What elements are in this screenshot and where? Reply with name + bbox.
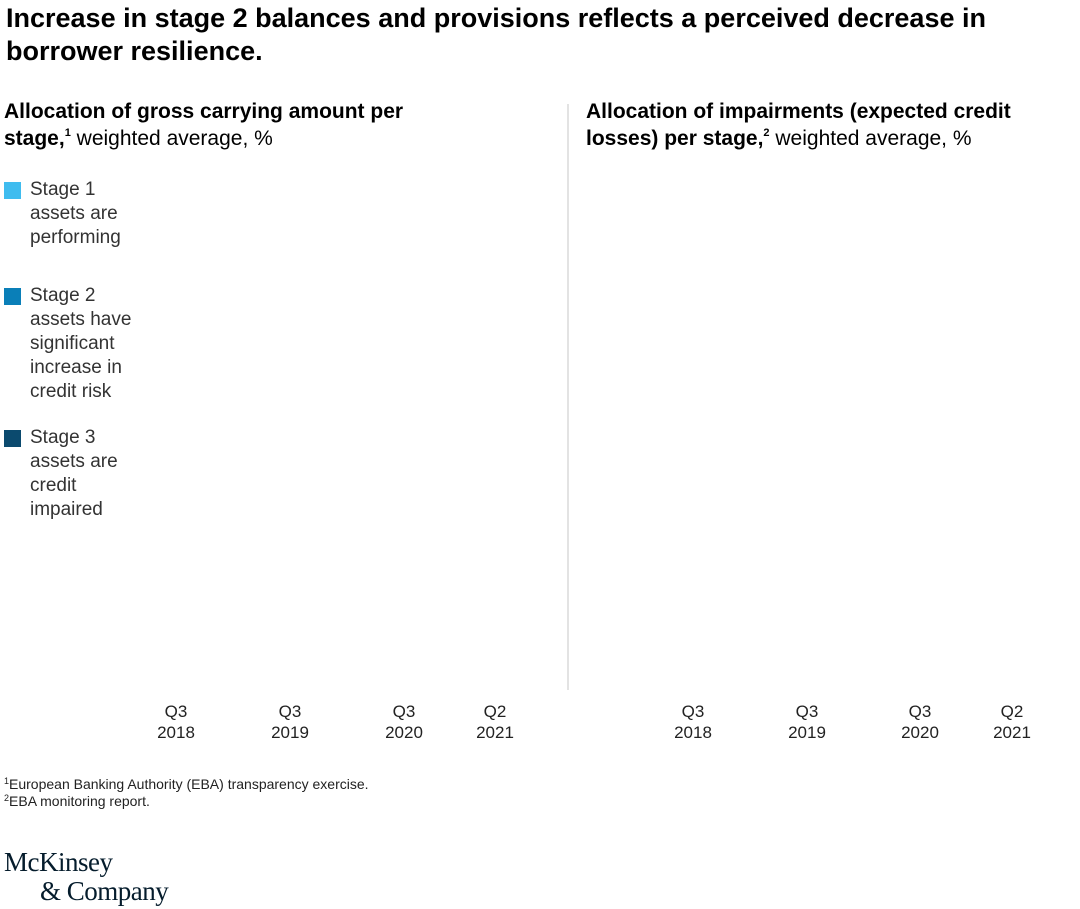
right-panel-title: Allocation of impairments (expected cred…	[586, 100, 1011, 150]
right-x-tick-quarter: Q3	[681, 702, 705, 721]
footnote-1-text: European Banking Authority (EBA) transpa…	[9, 776, 369, 792]
right-x-tick-quarter: Q3	[908, 702, 932, 721]
left-panel-unit: weighted average, %	[76, 127, 273, 150]
logo-line-2: & Company	[40, 876, 169, 906]
legend-description-stage-3: assets are credit impaired	[30, 451, 118, 520]
left-x-tick-year: 2019	[271, 723, 309, 742]
legend-item-stage-3: Stage 3 assets are credit impaired	[4, 426, 149, 522]
legend-label-stage-3: Stage 3	[30, 427, 96, 448]
right-x-tick-year: 2018	[674, 723, 712, 742]
left-x-tick-quarter: Q3	[164, 702, 188, 721]
left-panel-footnote-marker: 1	[64, 127, 71, 139]
legend-swatch-stage-1	[4, 182, 21, 199]
legend-swatch-stage-2	[4, 288, 21, 305]
left-x-tick-label: Q3 2019	[255, 701, 325, 743]
right-x-tick-quarter: Q3	[795, 702, 819, 721]
legend-swatch-stage-3	[4, 430, 21, 447]
right-x-tick-label: Q2 2021	[977, 701, 1047, 743]
panel-divider	[567, 104, 569, 690]
left-panel-heading: Allocation of gross carrying amount per …	[4, 98, 424, 152]
right-x-tick-year: 2019	[788, 723, 826, 742]
legend-label-stage-2: Stage 2	[30, 285, 96, 306]
footnote-1: 1European Banking Authority (EBA) transp…	[4, 776, 369, 793]
right-panel-heading: Allocation of impairments (expected cred…	[586, 98, 1056, 152]
right-x-tick-label: Q3 2019	[772, 701, 842, 743]
legend-description-stage-2: assets have significant increase in cred…	[30, 309, 132, 402]
chart-title: Increase in stage 2 balances and provisi…	[6, 3, 986, 66]
right-x-tick-year: 2021	[993, 723, 1031, 742]
right-panel-footnote-marker: 2	[763, 127, 770, 139]
footnotes: 1European Banking Authority (EBA) transp…	[4, 776, 369, 810]
footnote-2-text: EBA monitoring report.	[9, 793, 150, 809]
legend-label-stage-1: Stage 1	[30, 179, 96, 200]
footnote-2-marker: 2	[4, 793, 10, 803]
left-x-tick-quarter: Q3	[278, 702, 302, 721]
left-x-tick-label: Q3 2018	[141, 701, 211, 743]
left-x-tick-label: Q2 2021	[460, 701, 530, 743]
legend-description-stage-1: assets are performing	[30, 203, 121, 248]
right-x-tick-year: 2020	[901, 723, 939, 742]
right-x-tick-quarter: Q2	[1000, 702, 1024, 721]
left-x-tick-year: 2021	[476, 723, 514, 742]
left-x-tick-quarter: Q2	[483, 702, 507, 721]
left-x-tick-year: 2020	[385, 723, 423, 742]
logo-line-1: McKinsey	[4, 847, 113, 877]
left-x-tick-year: 2018	[157, 723, 195, 742]
left-panel-title: Allocation of gross carrying amount per …	[4, 100, 404, 150]
right-panel-unit: weighted average, %	[775, 127, 972, 150]
mckinsey-logo: McKinsey & Company	[4, 847, 169, 906]
footnote-1-marker: 1	[4, 776, 10, 786]
legend: Stage 1 assets are performing Stage 2 as…	[4, 178, 149, 522]
legend-item-stage-1: Stage 1 assets are performing	[4, 178, 149, 250]
legend-item-stage-2: Stage 2 assets have significant increase…	[4, 284, 149, 404]
right-x-tick-label: Q3 2020	[885, 701, 955, 743]
left-x-tick-label: Q3 2020	[369, 701, 439, 743]
left-x-tick-quarter: Q3	[392, 702, 416, 721]
right-x-tick-label: Q3 2018	[658, 701, 728, 743]
footnote-2: 2EBA monitoring report.	[4, 793, 369, 810]
